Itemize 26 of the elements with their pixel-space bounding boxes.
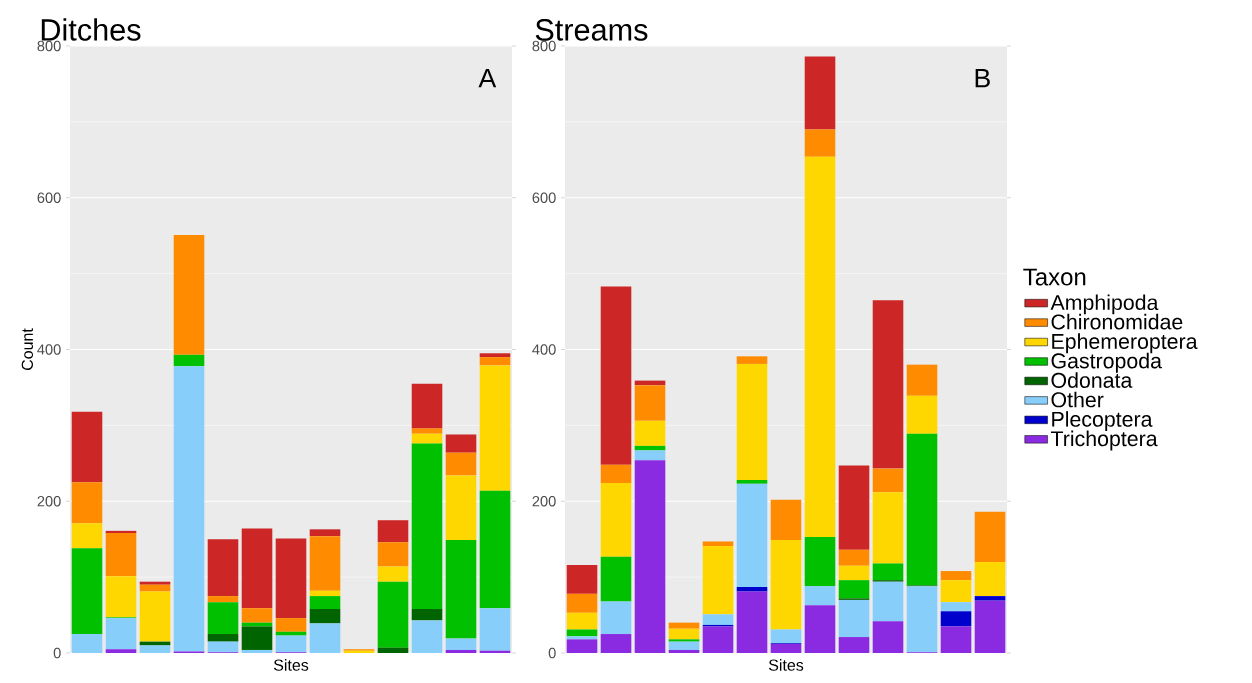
chart-title: Streams xyxy=(535,19,648,41)
y-tick-label: 200 xyxy=(37,496,61,507)
y-tick-label: 600 xyxy=(37,192,61,203)
y-tick-label: 600 xyxy=(532,192,556,203)
annotation: B xyxy=(975,68,990,88)
legend-label: Plecoptera xyxy=(1052,411,1153,432)
legend-label: Ephemeroptera xyxy=(1052,333,1198,354)
y-tick-label: 0 xyxy=(53,647,61,659)
legend-label: Chironomidae xyxy=(1051,313,1183,330)
legend-label: Amphipoda xyxy=(1050,294,1159,315)
legend-title: Taxon xyxy=(1023,268,1086,286)
y-tick-label: 200 xyxy=(532,496,556,507)
x-axis-title: Sites xyxy=(768,659,804,671)
annotation: A xyxy=(478,68,497,88)
legend-label: Other xyxy=(1051,391,1104,408)
y-axis-title: Count xyxy=(21,328,33,371)
legend-label: Odonata xyxy=(1051,372,1133,388)
y-tick-label: 400 xyxy=(37,344,61,355)
chart-title: Ditches xyxy=(41,18,141,41)
y-tick-label: 800 xyxy=(532,40,556,52)
y-tick-label: 400 xyxy=(532,344,556,355)
y-tick-label: 0 xyxy=(548,647,556,659)
x-axis-title: Sites xyxy=(273,659,309,671)
legend-label: Gastropoda xyxy=(1051,352,1162,373)
legend-label: Trichoptera xyxy=(1050,430,1158,451)
y-tick-label: 800 xyxy=(37,40,61,52)
